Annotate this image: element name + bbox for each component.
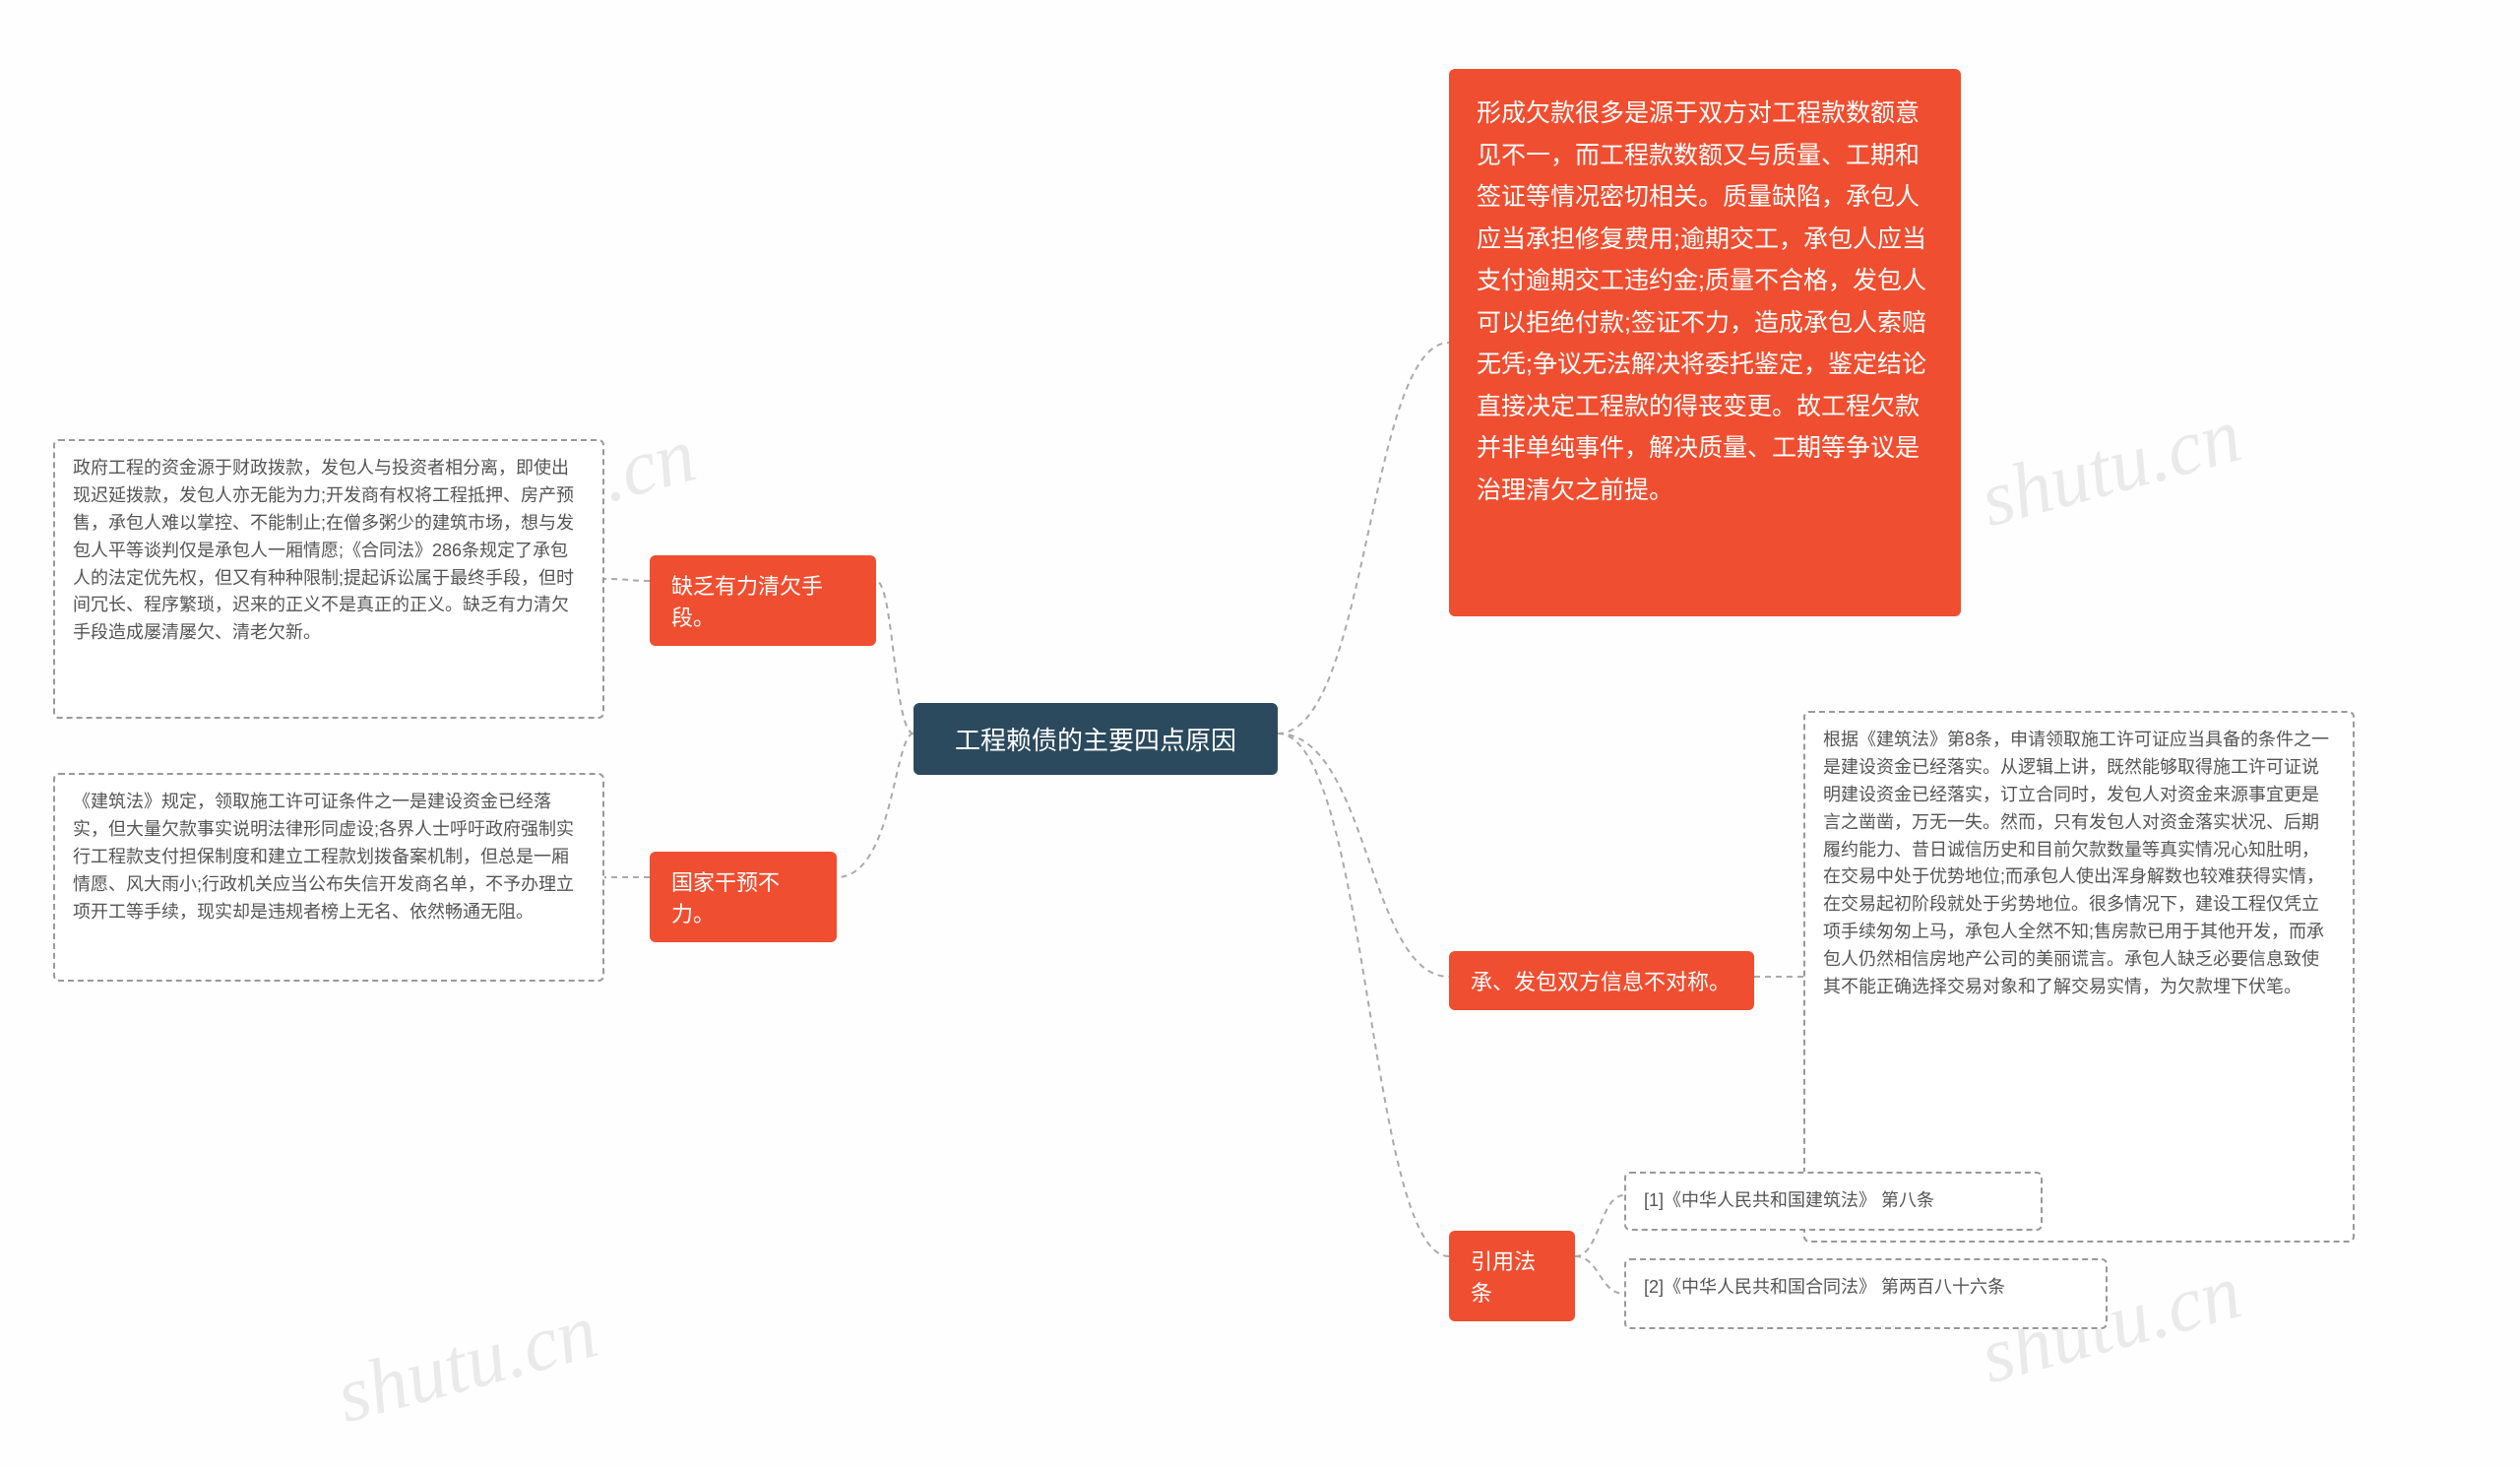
leaf-citation-1: [1]《中华人民共和国建筑法》 第八条 [1624,1172,2043,1231]
branch-gov-weak[interactable]: 国家干预不力。 [650,852,837,942]
branch-lack-means[interactable]: 缺乏有力清欠手段。 [650,555,876,646]
branch-big-explanation[interactable]: 形成欠款很多是源于双方对工程款数额意见不一，而工程款数额又与质量、工期和签证等情… [1449,69,1961,616]
leaf-detail-1: 政府工程的资金源于财政拨款，发包人与投资者相分离，即使出现迟延拨款，发包人亦无能… [53,439,604,719]
leaf-citation-2: [2]《中华人民共和国合同法》 第两百八十六条 [1624,1258,2108,1329]
branch-info-asymmetry[interactable]: 承、发包双方信息不对称。 [1449,951,1754,1010]
root-node[interactable]: 工程赖债的主要四点原因 [914,703,1278,775]
watermark: shutu.cn [328,1287,606,1441]
watermark: shutu.cn [1972,391,2250,545]
leaf-detail-3: 根据《建筑法》第8条，申请领取施工许可证应当具备的条件之一是建设资金已经落实。从… [1803,711,2355,1243]
leaf-detail-2: 《建筑法》规定，领取施工许可证条件之一是建设资金已经落实，但大量欠款事实说明法律… [53,773,604,982]
branch-citations[interactable]: 引用法条 [1449,1231,1575,1321]
